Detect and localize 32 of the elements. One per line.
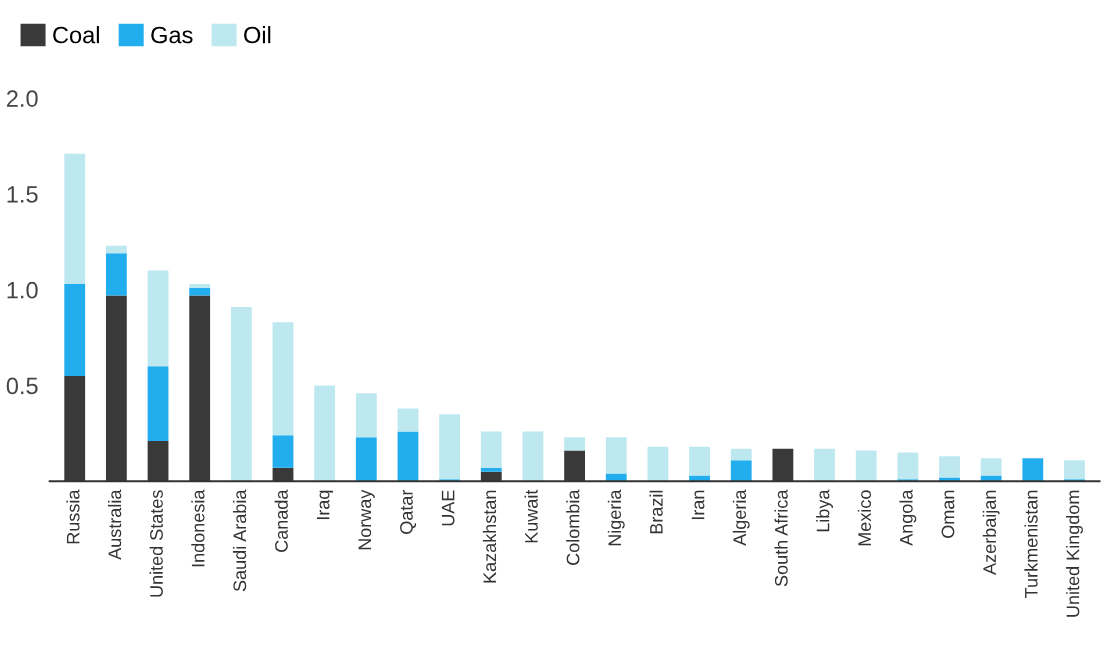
y-tick-label: 1.0 [7,281,38,299]
x-tick-label: Brazil [649,490,663,534]
x-tick-label: Libya [816,489,833,532]
x-tick-label: Angola [899,489,917,546]
y-tick-label: 2.0 [6,90,38,107]
x-tick-label: UAE [441,490,455,526]
x-tick-label: Saudi Arabia [232,489,247,592]
x-tick-label: Mexico [857,490,872,546]
x-tick-label: Iraq [316,490,334,520]
legend-label: Gas [151,26,193,44]
x-tick-label: Oman [941,490,955,538]
x-tick-label: Kuwait [524,489,538,543]
x-tick-label: Australia [107,489,122,560]
x-tick-label: Russia [66,489,80,544]
x-tick-label: Iran [691,490,705,520]
x-tick-label: United States [149,490,163,597]
x-tick-label: Algeria [732,489,750,546]
x-tick-label: United Kingdom [1066,490,1083,617]
x-tick-label: Canada [274,489,288,552]
y-tick-label: 0.5 [6,377,38,395]
x-tick-label: Norway [358,489,375,550]
x-tick-label: Kazakhstan [482,490,497,583]
x-tick-label: Azerbaijan [982,490,1000,575]
y-tick-label: 1.5 [7,186,38,203]
x-tick-label: Nigeria [607,489,625,546]
x-tick-label: Qatar [400,489,417,534]
x-tick-label: Colombia [566,489,580,565]
x-tick-label: South Africa [774,489,788,587]
x-tick-label: Turkmenistan [1024,490,1038,598]
x-tick-label: Indonesia [191,489,205,567]
legend-label: Oil [244,26,271,44]
legend-label: Coal [53,26,99,44]
